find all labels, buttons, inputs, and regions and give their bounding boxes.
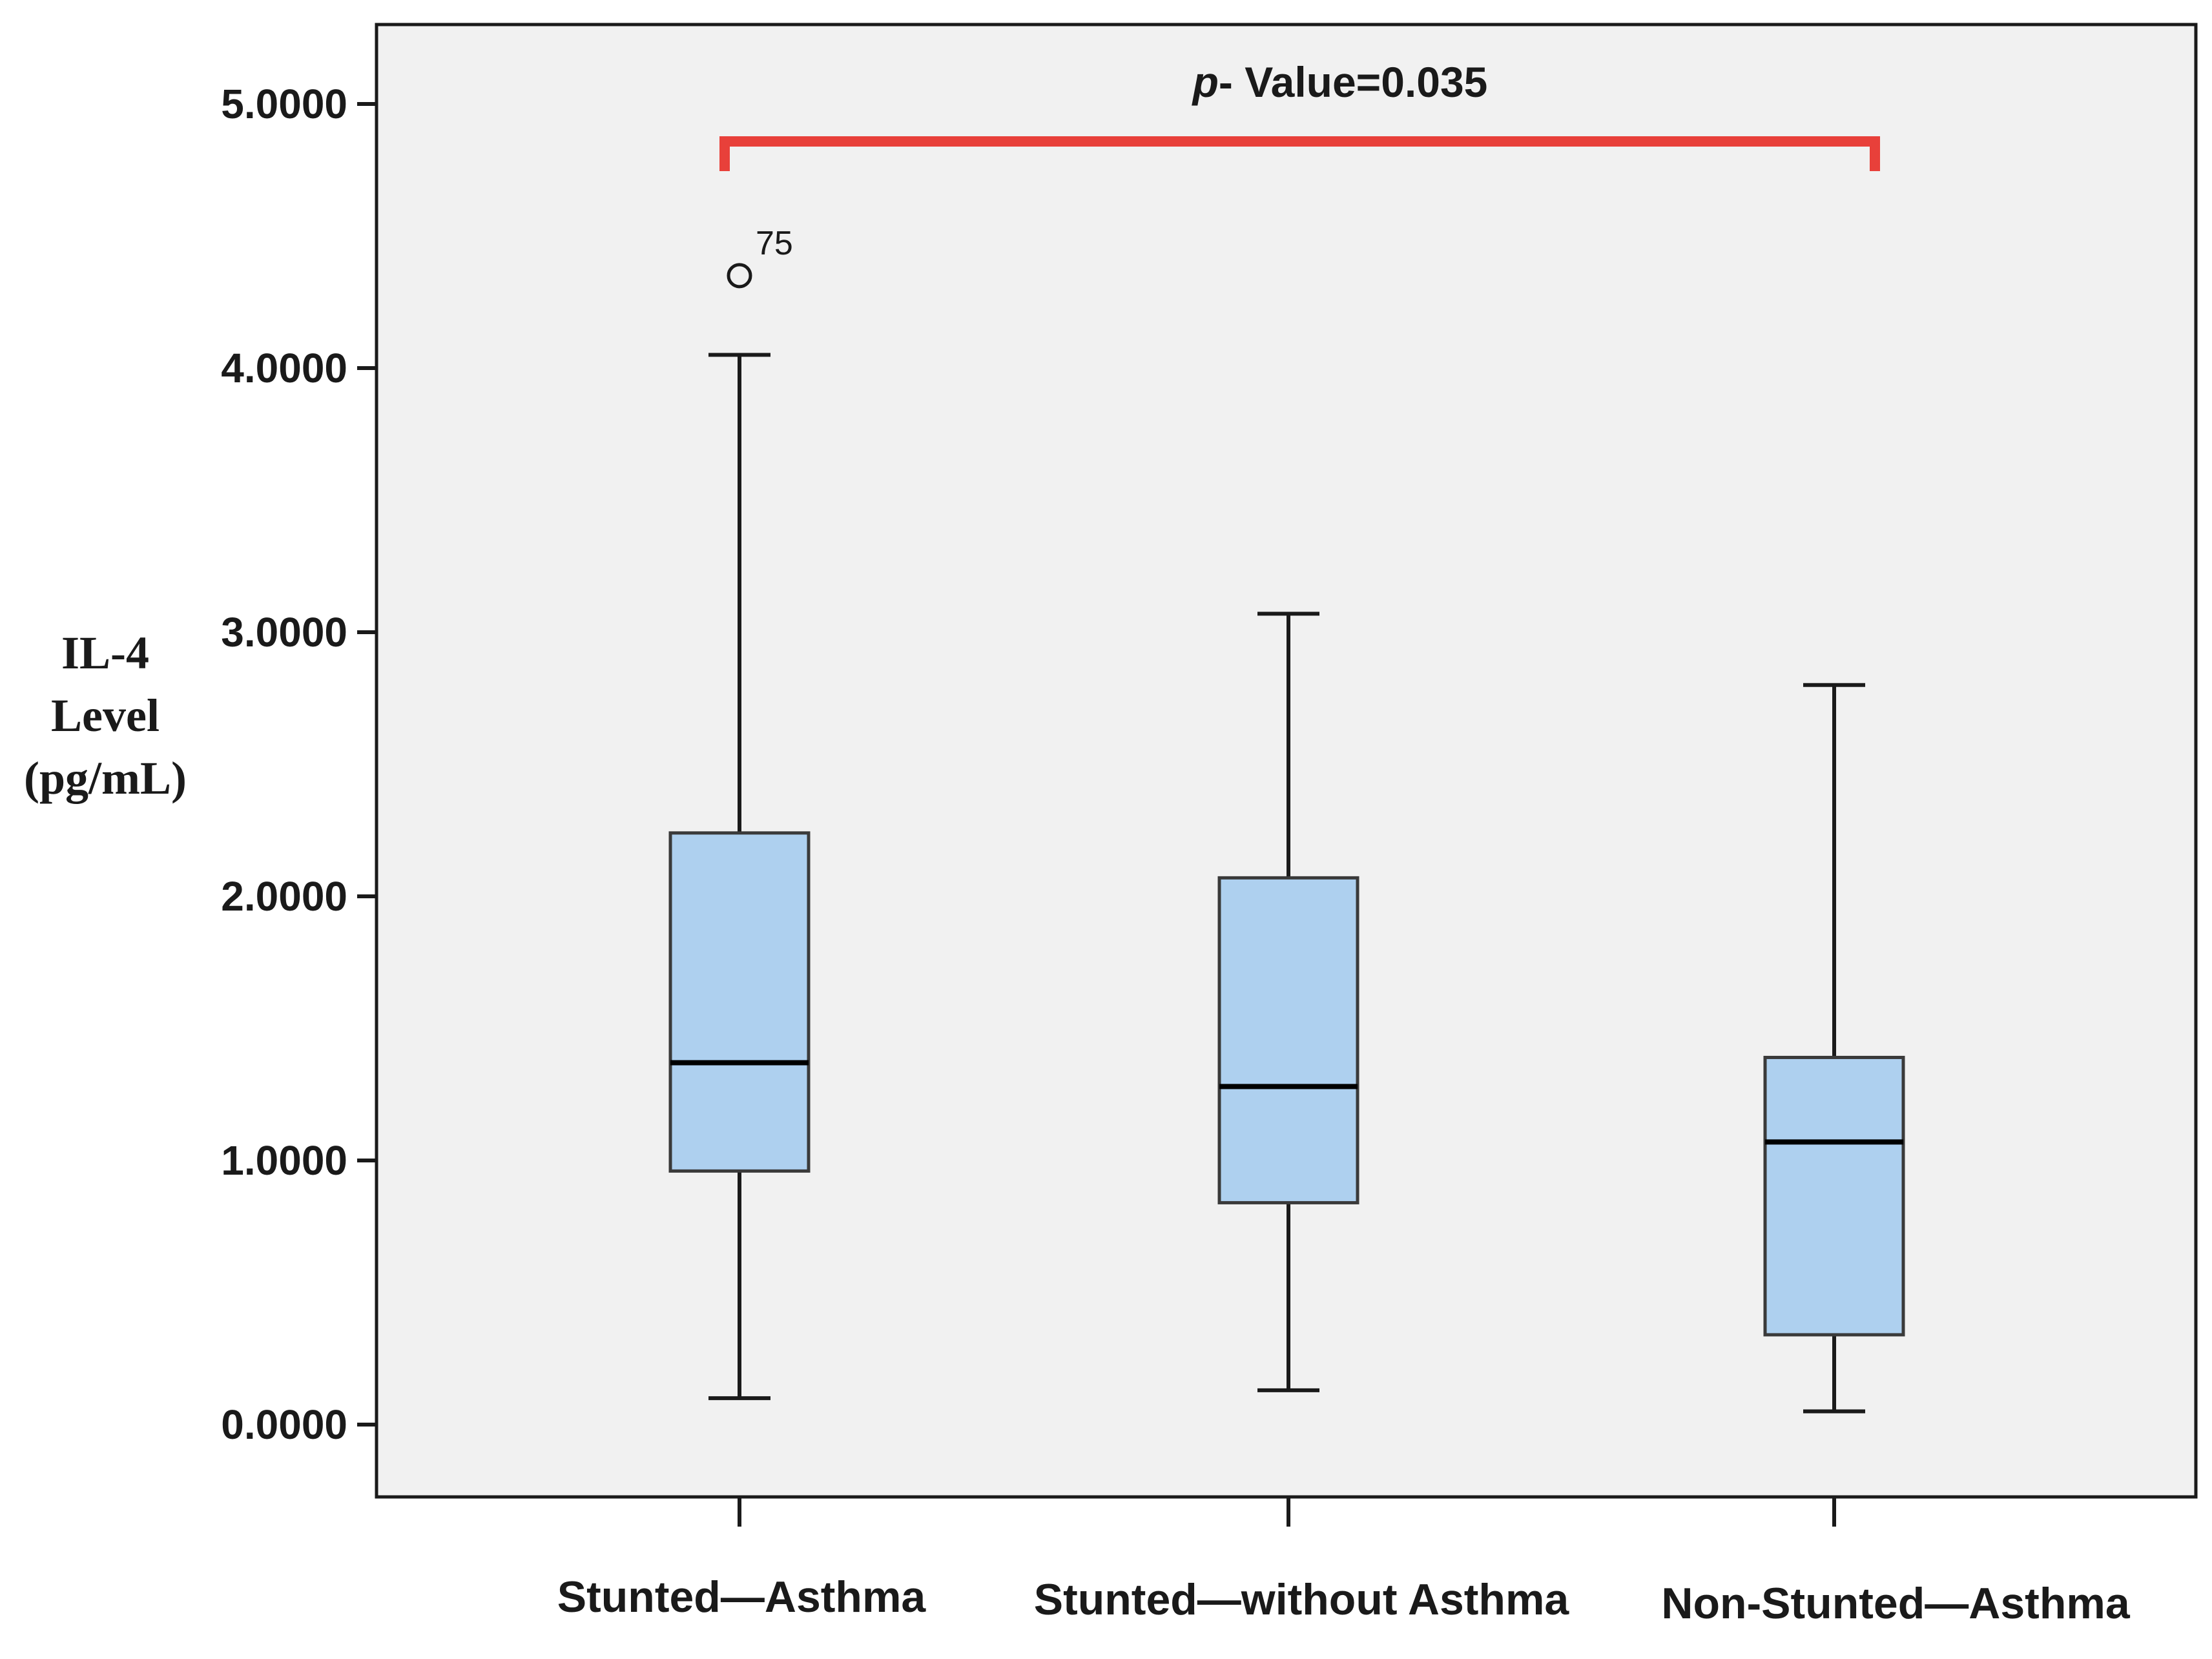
y-tick-label: 4.0000	[221, 345, 347, 391]
box-group	[668, 353, 811, 1401]
y-tick-label: 3.0000	[221, 609, 347, 655]
y-axis-title-line: IL-4	[61, 627, 149, 679]
y-axis-title-line: Level	[51, 690, 160, 741]
y-tick-label: 1.0000	[221, 1137, 347, 1184]
outlier-label: 75	[756, 225, 793, 262]
y-tick-label: 2.0000	[221, 873, 347, 920]
y-tick-label: 0.0000	[221, 1401, 347, 1448]
y-axis: 0.0000 1.0000 2.0000 3.0000 4.0000 5.0000	[221, 81, 377, 1448]
y-axis-title-line: (pg/mL)	[24, 752, 187, 804]
p-value-italic: p	[1192, 58, 1219, 106]
p-value-label: p- Value=0.035	[1192, 58, 1488, 106]
x-category-label: Stunted—Asthma	[557, 1572, 927, 1622]
y-tick-label: 5.0000	[221, 81, 347, 127]
iqr-box	[1217, 876, 1359, 1204]
iqr-box	[1763, 1055, 1905, 1337]
p-value-text: - Value=0.035	[1219, 58, 1487, 106]
plot-area	[375, 23, 2198, 1499]
x-axis: Stunted—Asthma Stunted—without Asthma Non-…	[557, 1497, 2131, 1628]
y-axis-title: IL-4 Level (pg/mL)	[24, 627, 187, 804]
significance-annotation: p- Value=0.035	[719, 58, 1880, 171]
box-group	[1763, 683, 1905, 1414]
outlier-point	[727, 263, 752, 289]
box-series: 75	[668, 225, 1905, 1414]
x-category-label: Non-Stunted—Asthma	[1661, 1579, 2130, 1628]
significance-bracket	[719, 136, 1880, 171]
x-category-label: Stunted—without Asthma	[1034, 1575, 1570, 1624]
box-group	[1217, 612, 1359, 1392]
iqr-box	[668, 831, 811, 1173]
